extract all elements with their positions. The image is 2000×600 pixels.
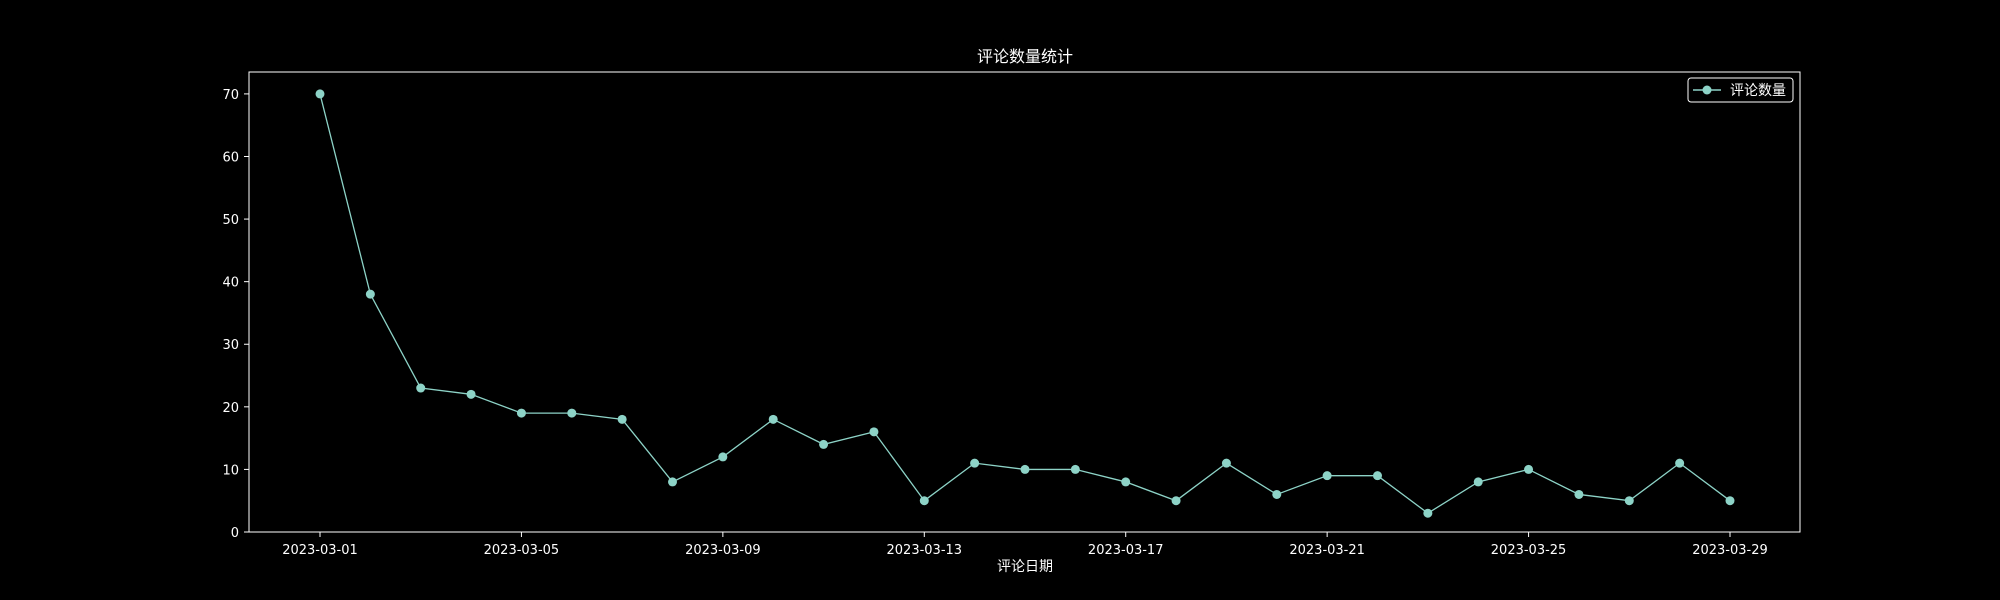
chart-title: 评论数量统计 [977, 47, 1073, 66]
legend-label: 评论数量 [1730, 83, 1786, 99]
data-point [466, 389, 476, 399]
y-tick-label: 60 [222, 150, 239, 165]
data-point [1121, 477, 1131, 487]
data-point [1272, 489, 1282, 499]
legend-box [1687, 77, 1794, 103]
data-point [1524, 464, 1534, 474]
data-point [668, 477, 677, 487]
data-point [1624, 496, 1634, 506]
data-point [869, 427, 879, 437]
data-point [1171, 496, 1181, 506]
data-point [365, 289, 375, 299]
data-point [567, 408, 577, 418]
y-tick-label: 20 [222, 401, 239, 416]
y-tick-label: 0 [231, 526, 239, 541]
plot-area [248, 71, 1801, 533]
x-tick-label: 2023-03-09 [685, 543, 761, 558]
data-point [1322, 471, 1332, 481]
y-tick-label: 40 [222, 276, 239, 291]
x-tick-label: 2023-03-05 [484, 543, 560, 558]
data-point [768, 414, 778, 424]
y-tick-label: 70 [222, 88, 239, 103]
data-point [1423, 508, 1433, 518]
data-point [1020, 464, 1030, 474]
data-point [718, 452, 728, 462]
data-point [416, 383, 426, 393]
series-group [315, 89, 1735, 518]
data-point [1070, 464, 1080, 474]
data-point [315, 89, 325, 99]
x-tick-label: 2023-03-17 [1088, 543, 1164, 558]
data-point [919, 496, 929, 506]
legend: 评论数量 [1687, 77, 1794, 103]
x-tick-label: 2023-03-25 [1491, 543, 1567, 558]
y-axis-ticks: 0 10 20 30 40 50 60 70 [222, 88, 249, 541]
data-point [1574, 489, 1584, 499]
data-point [970, 458, 980, 468]
x-tick-label: 2023-03-29 [1692, 543, 1768, 558]
data-point [516, 408, 526, 418]
x-axis-label: 评论日期 [997, 559, 1053, 575]
series-line [319, 93, 1731, 515]
x-axis-ticks: 2023-03-01 2023-03-05 2023-03-09 2023-03-13… [282, 532, 1768, 558]
data-point [617, 414, 627, 424]
y-tick-label: 10 [222, 463, 239, 478]
data-point [1725, 496, 1735, 506]
data-point [1373, 471, 1382, 481]
data-point [1675, 458, 1685, 468]
legend-marker [1702, 85, 1712, 95]
x-tick-label: 2023-03-01 [282, 543, 358, 558]
data-point [1221, 458, 1231, 468]
y-tick-label: 50 [222, 213, 239, 228]
x-tick-label: 2023-03-13 [887, 543, 963, 558]
x-tick-label: 2023-03-21 [1289, 543, 1365, 558]
data-point [819, 439, 829, 449]
y-tick-label: 30 [222, 338, 239, 353]
data-point [1473, 477, 1483, 487]
